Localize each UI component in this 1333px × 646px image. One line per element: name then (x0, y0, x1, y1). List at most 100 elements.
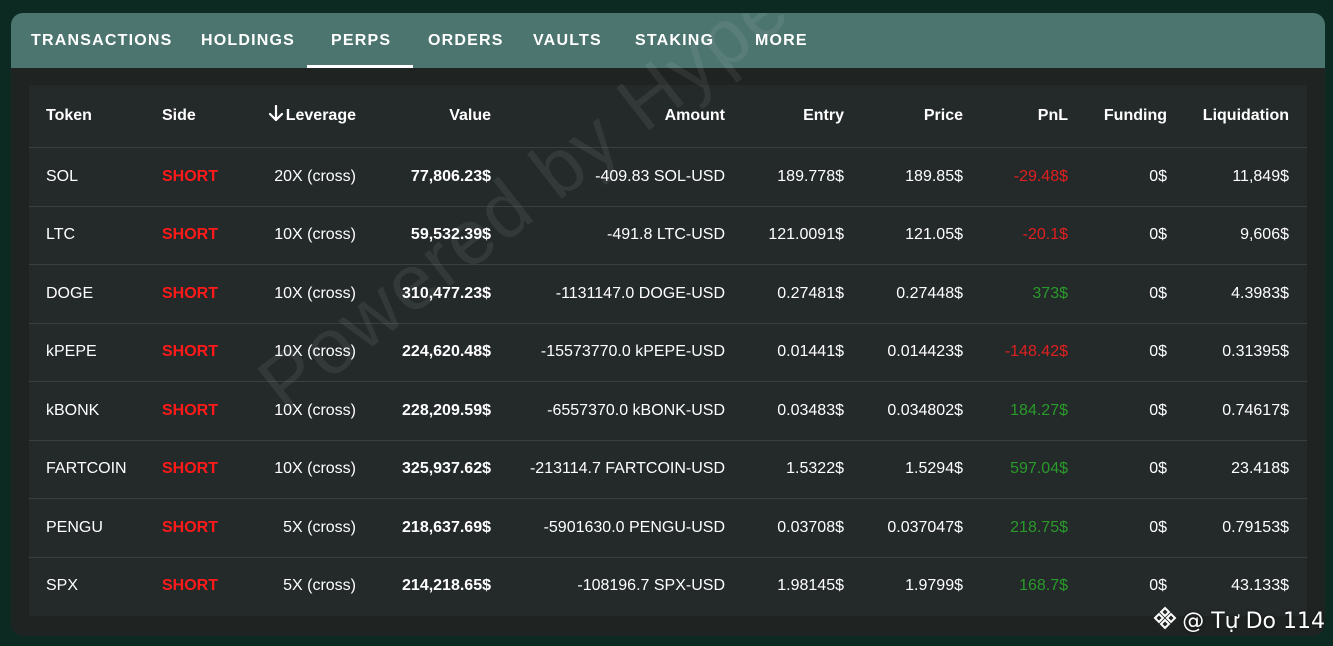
cell-value: 218,637.69$ (374, 498, 509, 558)
cell-pnl: 597.04$ (981, 440, 1086, 499)
column-header-funding[interactable]: Funding (1086, 85, 1185, 148)
tab-vaults[interactable]: VAULTS (533, 32, 602, 49)
cell-value: 325,937.62$ (374, 440, 509, 499)
cell-liquidation: 9,606$ (1185, 206, 1307, 265)
cell-liquidation: 11,849$ (1185, 147, 1307, 207)
cell-amount: -5901630.0 PENGU-USD (509, 498, 743, 558)
cell-liquidation: 0.74617$ (1185, 381, 1307, 441)
cell-pnl: -20.1$ (981, 206, 1086, 265)
cell-token: kPEPE (29, 323, 145, 382)
cell-token: LTC (29, 206, 145, 265)
cell-price: 1.5294$ (862, 440, 981, 499)
cell-side: SHORT (145, 381, 225, 441)
tab-staking[interactable]: STAKING (635, 32, 715, 49)
column-header-leverage-label: Leverage (285, 107, 356, 124)
tab-transactions[interactable]: TRANSACTIONS (31, 32, 173, 49)
cell-price: 1.9799$ (905, 577, 963, 595)
cell-side: SHORT (145, 264, 225, 324)
cell-liquidation: 0.31395$ (1185, 323, 1307, 382)
cell-token: kBONK (29, 381, 145, 441)
cell-entry: 189.778$ (743, 147, 862, 207)
cell-side: SHORT (145, 206, 225, 265)
cell-value: 228,209.59$ (374, 381, 509, 441)
cell-liquidation: 43.133$ (1231, 577, 1289, 595)
table-row[interactable]: kBONK SHORT 10X (cross) 228,209.59$ -6557370… (29, 381, 1307, 441)
cell-leverage: 10X (cross) (225, 440, 374, 499)
table-row[interactable]: SOL SHORT 20X (cross) 77,806.23$ -409.83 SOL… (29, 147, 1307, 207)
cell-entry: 0.01441$ (743, 323, 862, 382)
cell-value: 59,532.39$ (374, 206, 509, 265)
cell-leverage: 10X (cross) (225, 381, 374, 441)
cell-funding: 0$ (1086, 440, 1185, 499)
cell-leverage: 20X (cross) (225, 147, 374, 207)
cell-side: SHORT (145, 147, 225, 207)
positions-table-container: Token Side Leverage Value Amount Entry P… (29, 85, 1307, 616)
cell-amount: -491.8 LTC-USD (509, 206, 743, 265)
cell-leverage: 10X (cross) (225, 264, 374, 324)
cell-amount: -213114.7 FARTCOIN-USD (509, 440, 743, 499)
table-row[interactable]: PENGU SHORT 5X (cross) 218,637.69$ -5901630.… (29, 498, 1307, 558)
cell-value: 224,620.48$ (374, 323, 509, 382)
column-header-entry[interactable]: Entry (743, 85, 862, 148)
cell-liquidation: 23.418$ (1185, 440, 1307, 499)
cell-side: SHORT (145, 440, 225, 499)
cell-leverage: 10X (cross) (225, 323, 374, 382)
table-row[interactable]: LTC SHORT 10X (cross) 59,532.39$ -491.8 LTC-… (29, 206, 1307, 265)
cell-pnl: 168.7$ (1019, 577, 1068, 595)
cell-value: 310,477.23$ (374, 264, 509, 324)
tab-bar: TRANSACTIONS HOLDINGS PERPS ORDERS VAULT… (11, 13, 1325, 68)
cell-entry: 0.27481$ (743, 264, 862, 324)
tab-perps[interactable]: PERPS (306, 13, 414, 68)
cell-pnl: -29.48$ (981, 147, 1086, 207)
cell-price: 0.014423$ (862, 323, 981, 382)
table-header-row: Token Side Leverage Value Amount Entry P… (29, 85, 1307, 148)
column-header-pnl[interactable]: PnL (981, 85, 1086, 148)
cell-value: 214,218.65$ (402, 577, 491, 595)
cell-funding: 0$ (1086, 147, 1185, 207)
column-header-side[interactable]: Side (145, 85, 225, 148)
cell-price: 0.27448$ (862, 264, 981, 324)
cell-funding: 0$ (1086, 323, 1185, 382)
cell-token: DOGE (29, 264, 145, 324)
cell-entry: 121.0091$ (743, 206, 862, 265)
arrow-down-icon (268, 104, 284, 127)
table-row[interactable]: kPEPE SHORT 10X (cross) 224,620.48$ -1557377… (29, 323, 1307, 382)
cell-funding: 0$ (1086, 206, 1185, 265)
cell-pnl: 184.27$ (981, 381, 1086, 441)
cell-amount: -6557370.0 kBONK-USD (509, 381, 743, 441)
table-row[interactable]: DOGE SHORT 10X (cross) 310,477.23$ -1131147.… (29, 264, 1307, 324)
cell-leverage: 5X (cross) (283, 577, 356, 595)
cell-side: SHORT (145, 498, 225, 558)
cell-entry: 0.03708$ (743, 498, 862, 558)
table-row[interactable]: FARTCOIN SHORT 10X (cross) 325,937.62$ -2131… (29, 440, 1307, 499)
cell-pnl: 218.75$ (981, 498, 1086, 558)
cell-funding: 0$ (1086, 264, 1185, 324)
perps-panel: TRANSACTIONS HOLDINGS PERPS ORDERS VAULT… (11, 13, 1325, 636)
cell-pnl: -148.42$ (981, 323, 1086, 382)
cell-token: SOL (29, 147, 145, 207)
tab-more[interactable]: MORE (755, 32, 808, 49)
cell-entry: 1.5322$ (743, 440, 862, 499)
cell-leverage: 5X (cross) (225, 498, 374, 558)
cell-leverage: 10X (cross) (225, 206, 374, 265)
column-header-token[interactable]: Token (29, 85, 145, 148)
column-header-amount[interactable]: Amount (509, 85, 743, 148)
cell-entry: 0.03483$ (743, 381, 862, 441)
column-header-leverage[interactable]: Leverage (225, 85, 374, 148)
credit-text: @ Tự Do 114 (1182, 608, 1325, 634)
column-header-liquidation[interactable]: Liquidation (1185, 85, 1307, 148)
table-row[interactable]: SPX SHORT 5X (cross) 214,218.65$ -108196.7 S… (29, 557, 1307, 615)
cell-price: 121.05$ (862, 206, 981, 265)
cell-liquidation: 0.79153$ (1185, 498, 1307, 558)
cell-token: FARTCOIN (29, 440, 145, 499)
tab-holdings[interactable]: HOLDINGS (201, 32, 296, 49)
cell-funding: 0$ (1149, 577, 1167, 595)
column-header-value[interactable]: Value (374, 85, 509, 148)
cell-side: SHORT (162, 577, 218, 595)
positions-table: Token Side Leverage Value Amount Entry P… (29, 85, 1307, 615)
column-header-price[interactable]: Price (862, 85, 981, 148)
cell-price: 0.034802$ (862, 381, 981, 441)
cell-token: SPX (46, 577, 79, 595)
tab-orders[interactable]: ORDERS (428, 32, 504, 49)
binance-logo-icon (1152, 605, 1182, 637)
